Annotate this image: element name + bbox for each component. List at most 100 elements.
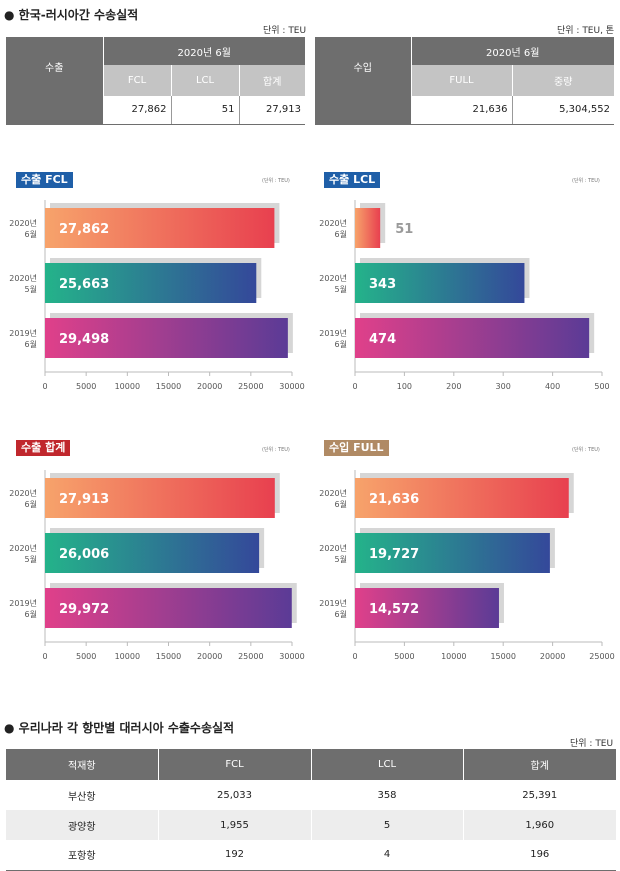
x-tick-label: 30000 <box>279 652 304 661</box>
category-label-month: 6월 <box>25 339 37 349</box>
x-tick-label: 5000 <box>76 652 96 661</box>
port-lcl: 5 <box>311 810 464 840</box>
export-header-fcl: FCL <box>103 65 172 96</box>
import-unit-label: 단위 : TEU, 톤 <box>557 26 615 36</box>
value-label: 25,663 <box>59 277 109 292</box>
bar <box>45 478 275 518</box>
export-value-lcl: 51 <box>171 96 240 125</box>
port-name: 포항항 <box>6 840 159 871</box>
import-header-full: FULL <box>411 65 513 96</box>
bar <box>45 208 275 248</box>
bar <box>45 588 292 628</box>
bar <box>355 208 381 248</box>
chart-badge-import-full: 수입 FULL <box>324 440 389 456</box>
category-label-month: 6월 <box>335 499 347 509</box>
bar <box>45 318 288 358</box>
section-title-bottom: ● 우리나라 각 항만별 대러시아 수출수송실적 <box>4 721 235 735</box>
import-summary-table: 수입 2020년 6월 FULL 중량 21,636 5,304,552 <box>315 37 614 125</box>
export-header-lcl: LCL <box>171 65 240 96</box>
bar <box>355 533 550 573</box>
category-label-month: 5월 <box>25 554 37 564</box>
category-label-year: 2019년 <box>9 598 37 608</box>
value-label: 343 <box>369 277 396 292</box>
x-tick-label: 15000 <box>156 382 181 391</box>
port-lcl: 358 <box>311 780 464 810</box>
category-label-month: 5월 <box>25 284 37 294</box>
category-label-year: 2020년 <box>9 273 37 283</box>
chart-unit-export-lcl: (단위 : TEU) <box>572 178 600 184</box>
x-tick-label: 100 <box>397 382 412 391</box>
value-label: 14,572 <box>369 602 419 617</box>
port-total: 25,391 <box>522 789 558 801</box>
category-label-year: 2020년 <box>319 218 347 228</box>
x-tick-label: 20000 <box>197 382 222 391</box>
export-period: 2020년 6월 <box>103 37 305 65</box>
value-label: 26,006 <box>59 547 109 562</box>
x-tick-label: 30000 <box>279 382 304 391</box>
port-fcl: 1,955 <box>158 810 312 840</box>
value-label: 29,972 <box>59 602 109 617</box>
x-tick-label: 10000 <box>115 382 140 391</box>
x-tick-label: 25000 <box>589 652 614 661</box>
x-tick-label: 5000 <box>76 382 96 391</box>
category-label-year: 2020년 <box>9 218 37 228</box>
category-label-year: 2019년 <box>319 598 347 608</box>
x-tick-label: 20000 <box>540 652 565 661</box>
port-lcl: 4 <box>311 840 464 871</box>
export-summary-table: 수출 2020년 6월 FCL LCL 합계 27,862 51 27,913 <box>6 37 305 125</box>
x-tick-label: 5000 <box>394 652 414 661</box>
port-table: 적재항 FCL LCL 합계 부산항 25,033 358 25,391 광양항… <box>6 749 616 871</box>
category-label-year: 2020년 <box>9 488 37 498</box>
category-label-month: 5월 <box>335 554 347 564</box>
category-label-month: 6월 <box>25 229 37 239</box>
value-label: 474 <box>369 332 396 347</box>
x-tick-label: 25000 <box>238 382 263 391</box>
port-total: 196 <box>463 840 616 871</box>
table-row: 광양항 1,955 5 1,960 <box>6 810 616 840</box>
export-value-fcl: 27,862 <box>103 96 172 125</box>
chart-unit-import-full: (단위 : TEU) <box>572 447 600 453</box>
x-tick-label: 15000 <box>156 652 181 661</box>
port-header-total: 합계 <box>463 749 616 780</box>
category-label-month: 6월 <box>25 499 37 509</box>
import-value-weight: 5,304,552 <box>512 96 614 125</box>
chart-unit-export-total: (단위 : TEU) <box>262 447 290 453</box>
value-label: 51 <box>395 222 413 237</box>
category-label-year: 2020년 <box>319 488 347 498</box>
port-name: 광양항 <box>6 810 159 840</box>
export-value-total: 27,913 <box>239 96 305 125</box>
value-label: 27,862 <box>59 222 109 237</box>
value-label: 27,913 <box>59 492 109 507</box>
x-tick-label: 0 <box>42 382 47 391</box>
chart-badge-export-lcl: 수출 LCL <box>324 172 381 188</box>
chart-unit-export-fcl: (단위 : TEU) <box>262 178 290 184</box>
category-label-month: 6월 <box>335 339 347 349</box>
x-tick-label: 200 <box>446 382 461 391</box>
export-unit-label: 단위 : TEU <box>263 26 307 36</box>
bar <box>355 318 590 358</box>
import-period: 2020년 6월 <box>411 37 614 65</box>
port-header-port: 적재항 <box>6 749 159 780</box>
category-label-month: 6월 <box>25 609 37 619</box>
bar <box>355 263 525 303</box>
category-label-year: 2019년 <box>319 328 347 338</box>
port-header-fcl: FCL <box>158 749 312 780</box>
export-header-total: 합계 <box>239 65 305 96</box>
value-label: 21,636 <box>369 492 419 507</box>
import-header-weight: 중량 <box>512 65 614 96</box>
x-tick-label: 25000 <box>238 652 263 661</box>
table-row: 부산항 25,033 358 25,391 <box>6 780 616 810</box>
port-fcl: 192 <box>158 840 312 871</box>
value-label: 19,727 <box>369 547 419 562</box>
category-label-year: 2020년 <box>319 543 347 553</box>
x-tick-label: 10000 <box>441 652 466 661</box>
category-label-month: 6월 <box>335 229 347 239</box>
category-label-year: 2019년 <box>9 328 37 338</box>
bar <box>45 533 260 573</box>
category-label-year: 2020년 <box>9 543 37 553</box>
port-fcl: 25,033 <box>158 780 312 810</box>
category-label-month: 6월 <box>335 609 347 619</box>
